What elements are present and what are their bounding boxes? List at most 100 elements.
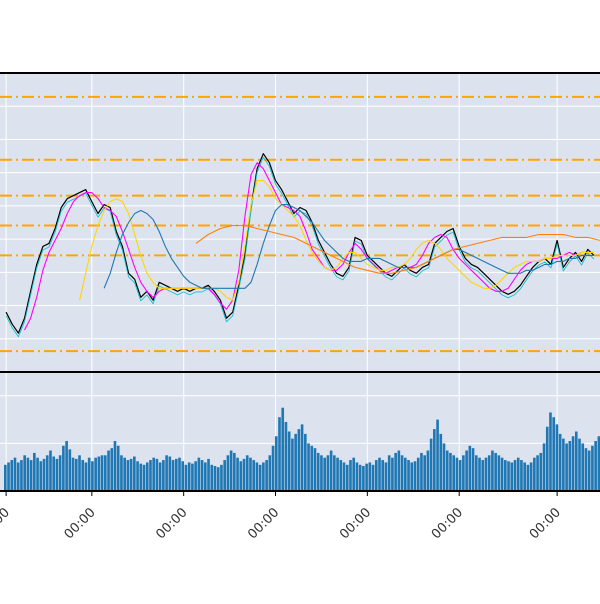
volume-bar [287, 431, 291, 491]
volume-bar [200, 460, 204, 491]
volume-bar [542, 443, 546, 491]
volume-bar [29, 460, 33, 491]
volume-bar [210, 464, 214, 491]
volume-bar [307, 443, 310, 491]
volume-bar [145, 462, 149, 491]
volume-bar [536, 455, 539, 491]
volume-bar [339, 460, 343, 491]
volume-bar [504, 460, 507, 491]
volume-bar [107, 450, 110, 491]
volume-bar [110, 448, 114, 491]
volume-bar [168, 456, 172, 491]
volume-bar [71, 457, 75, 491]
volume-bar [49, 450, 52, 491]
volume-bar [242, 458, 246, 491]
volume-bar [565, 443, 568, 491]
volume-bar [39, 461, 43, 491]
volume-bar [55, 458, 59, 491]
volume-bar [487, 455, 491, 491]
volume-bar [384, 462, 388, 491]
volume-bar [474, 455, 478, 491]
volume-bar [562, 438, 565, 491]
volume-bar [310, 445, 314, 491]
volume-bar [94, 457, 97, 491]
volume-bar [410, 462, 414, 491]
volume-bar [207, 458, 210, 491]
volume-bar [426, 450, 430, 491]
volume-bar [158, 462, 162, 491]
volume-bar [413, 461, 417, 491]
volume-bar [65, 441, 68, 491]
volume-bar [7, 462, 10, 491]
volume-bar [116, 445, 120, 491]
volume-bar [239, 461, 243, 491]
volume-bar [516, 457, 520, 491]
x-tick-label: 00:00 [429, 505, 466, 542]
volume-bar [252, 460, 256, 491]
volume-bar [533, 457, 536, 491]
volume-bar [84, 462, 88, 491]
x-tick-label: 00:00 [0, 505, 13, 542]
volume-bar [465, 450, 468, 491]
volume-bar [4, 464, 7, 491]
volume-bar [258, 464, 262, 491]
volume-bar [587, 450, 591, 491]
volume-bar [36, 457, 39, 491]
volume-bar [526, 464, 530, 491]
volume-bar [304, 433, 307, 491]
volume-bar [455, 457, 459, 491]
volume-bar [439, 433, 443, 491]
volume-bar [297, 429, 301, 491]
x-tick-label: 00:00 [527, 505, 564, 542]
volume-bar [452, 455, 456, 491]
volume-bar [120, 455, 123, 491]
volume-bar [381, 460, 385, 491]
volume-bar [394, 452, 397, 491]
volume-bar [104, 455, 107, 491]
volume-bar [165, 455, 168, 491]
volume-bar [139, 463, 143, 491]
volume-bar [113, 441, 117, 491]
volume-bar [481, 460, 485, 491]
volume-bar [552, 417, 556, 491]
series-line-ma-long [195, 224, 600, 274]
volume-bar [126, 460, 130, 491]
volume-bar [323, 457, 326, 491]
x-tick-label: 00:00 [153, 505, 190, 542]
volume-bar [491, 450, 494, 491]
volume-bar [300, 424, 304, 491]
volume-bar [584, 448, 588, 491]
volume-bar [423, 455, 426, 491]
volume-bar [268, 455, 272, 491]
volume-bar [152, 457, 156, 491]
volume-bar [58, 455, 62, 491]
volume-bar [449, 452, 452, 491]
volume-bar [510, 462, 514, 491]
volume-bar [174, 458, 178, 491]
volume-bar [545, 426, 549, 491]
volume-bar [513, 460, 517, 491]
volume-bar [365, 463, 368, 491]
volume-bar [162, 460, 165, 491]
volume-bar [245, 455, 249, 491]
volume-bar [374, 460, 378, 491]
volume-bar [326, 455, 330, 491]
volume-bar [549, 412, 552, 491]
volume-bar [226, 455, 230, 491]
volume-bar [229, 450, 233, 491]
volume-bar [336, 457, 339, 491]
volume-bar [578, 438, 581, 491]
volume-bar [478, 457, 481, 491]
volume-bar [262, 462, 265, 491]
volume-bar [23, 455, 26, 491]
volume-bar [397, 450, 401, 491]
volume-bar [294, 433, 297, 491]
volume-bar [91, 461, 94, 491]
volume-bar [123, 457, 126, 491]
volume-bar [68, 449, 72, 491]
volume-bar [13, 457, 17, 491]
volume-bar [149, 460, 152, 491]
volume-bar [33, 452, 36, 491]
